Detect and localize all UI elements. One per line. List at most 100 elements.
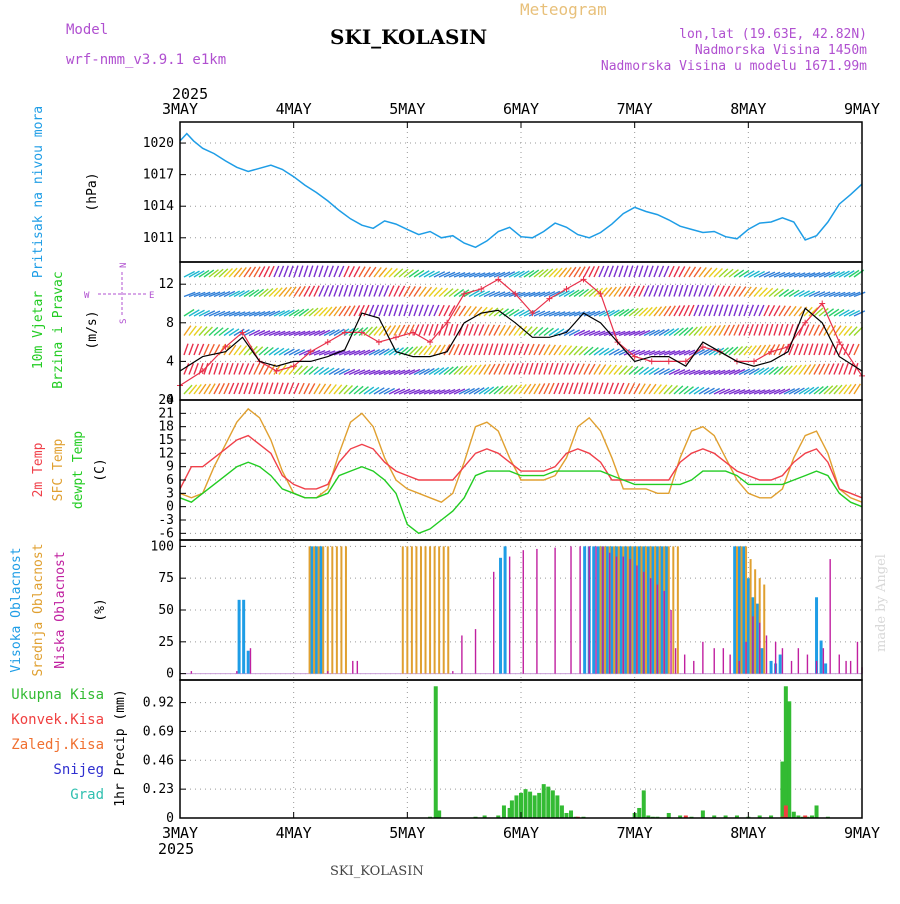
wind-barb: [428, 323, 434, 336]
wind-barb: [488, 324, 496, 336]
wind-barb: [213, 344, 221, 356]
y-tick-label: 1014: [143, 199, 174, 214]
wind-barb: [318, 383, 327, 395]
wind-barb: [618, 382, 625, 395]
wind-barb: [678, 266, 686, 278]
wind-barb: [773, 323, 779, 336]
wind-barb: [508, 291, 521, 298]
wind-barb: [458, 365, 468, 375]
wind-barb: [613, 382, 620, 395]
wind-gust-marker: [307, 348, 314, 355]
wind-barb: [623, 265, 629, 278]
wind-barb: [283, 382, 289, 395]
wind-barb: [548, 290, 561, 298]
cloud-mid-bar: [447, 546, 450, 674]
wind-barb: [658, 265, 665, 278]
cloud-low-bar: [729, 654, 731, 674]
cloud-high-bar: [637, 546, 641, 674]
wind-barb: [238, 363, 244, 375]
y-tick-label: 12: [158, 446, 174, 461]
wind-barb: [238, 267, 247, 278]
cloud-high-bar: [319, 546, 323, 674]
cloud-high-bar: [633, 546, 637, 674]
wind-barb: [733, 285, 741, 297]
wind-barb: [793, 343, 799, 356]
wind-barb: [318, 285, 325, 297]
y-tick-label: 0.69: [143, 724, 174, 739]
wind-barb: [213, 362, 219, 375]
wind-barb: [403, 304, 409, 317]
wind-barb: [533, 326, 544, 337]
wind-barb: [453, 305, 461, 317]
wind-barb: [588, 363, 596, 375]
wind-barb: [268, 382, 274, 395]
wind-gust-marker: [802, 319, 809, 326]
cloud-high-bar: [583, 546, 587, 674]
dewpt-line: [179, 461, 863, 535]
cloud-high-bar: [499, 557, 503, 674]
wind-barb: [693, 326, 703, 336]
wind-barb: [748, 286, 758, 297]
wind-barb: [303, 265, 309, 278]
wind-barb: [458, 343, 465, 356]
wind-barb: [768, 305, 776, 317]
precip-total-bar: [564, 812, 569, 818]
wind-barb: [648, 329, 660, 337]
wind-barb: [558, 267, 568, 278]
wind-barb: [648, 285, 655, 297]
wind-barb: [528, 326, 538, 336]
wind-barb: [608, 309, 620, 317]
wind-barb: [633, 349, 646, 356]
wind-barb: [553, 382, 560, 395]
wind-barb: [648, 383, 657, 395]
cloud-low-bar: [838, 654, 840, 674]
wind-barb: [528, 269, 540, 278]
wind-barb: [738, 286, 747, 297]
wind-barb: [208, 383, 216, 395]
wind-barb: [318, 306, 328, 317]
wind-barb: [218, 362, 224, 375]
wind-barb: [473, 387, 485, 395]
cloud-high-bar: [664, 546, 668, 674]
wind-barb: [278, 382, 284, 395]
wind-barb: [318, 367, 330, 376]
wind-barb: [798, 387, 810, 395]
wind-barb: [693, 304, 700, 317]
wind-barb: [353, 385, 364, 395]
y-tick-label: 0.92: [143, 696, 174, 711]
wind-barb: [293, 286, 302, 297]
wind-barb: [478, 386, 490, 395]
wind-barb: [583, 288, 594, 298]
x-tick-bottom: 5MAY: [389, 824, 425, 842]
wind-barb: [803, 343, 809, 356]
wind-barb: [203, 362, 209, 375]
wind-barb: [523, 383, 532, 395]
temp-unit: (C): [93, 458, 108, 481]
wind-barb: [228, 362, 234, 375]
wind-barb: [558, 344, 567, 356]
wind-barb: [208, 291, 221, 298]
wind-barb: [813, 386, 824, 395]
precip-total-bar: [519, 792, 523, 818]
wind-barb: [278, 309, 290, 317]
wind-barb: [393, 347, 404, 356]
wind-barb: [513, 343, 519, 356]
cloud-low-bar: [249, 648, 252, 674]
cloud-mid-bar: [626, 546, 629, 674]
wind-barb: [288, 330, 301, 337]
wind-barb: [698, 285, 704, 297]
cloud-low-bar: [656, 584, 659, 674]
wind-barb: [233, 311, 246, 317]
wind-barb: [703, 387, 715, 395]
wind-barb: [728, 346, 739, 356]
wind-barb: [448, 288, 459, 298]
precip-total-bar: [433, 686, 438, 818]
wind-barb: [843, 270, 855, 278]
wind-barb: [643, 350, 656, 356]
wind-barb: [298, 285, 306, 297]
precip-total-bar: [809, 815, 814, 818]
wind-barb: [848, 383, 857, 395]
wind-barb: [278, 330, 291, 337]
cloud-low-bar: [765, 635, 768, 674]
wind-barb: [638, 265, 644, 278]
